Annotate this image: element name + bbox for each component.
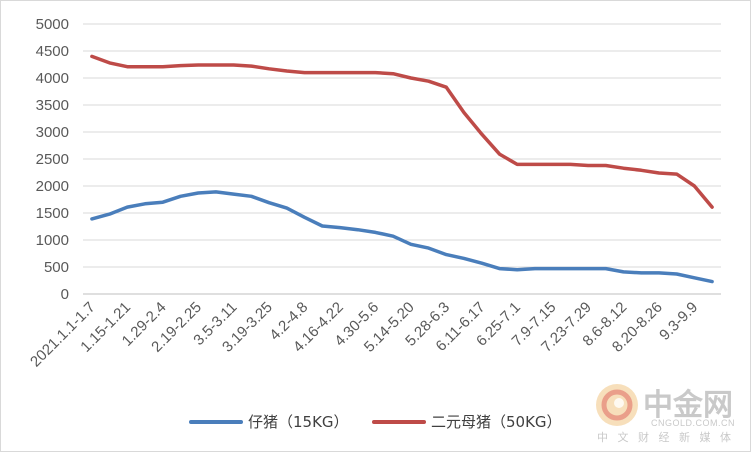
series-line-piglet	[90, 190, 714, 284]
series-lines	[90, 54, 714, 284]
y-tick-label: 4500	[36, 43, 69, 60]
watermark-tagline: 中 文 财 经 新 媒 体	[597, 430, 734, 444]
legend-label-piglet: 仔猪（15KG）	[248, 413, 349, 431]
x-tick-label: 9.3-9.9	[656, 299, 701, 344]
legend: 仔猪（15KG） 二元母猪（50KG）	[189, 413, 562, 431]
y-axis-tick-labels: 0 500 1000 1500 2000 2500 3000 3500 4000 4500 5000	[36, 16, 69, 303]
y-tick-label: 500	[44, 259, 69, 276]
y-tick-label: 5000	[36, 16, 69, 33]
y-tick-label: 1500	[36, 205, 69, 222]
series-line-sow	[90, 54, 714, 209]
y-tick-label: 2000	[36, 178, 69, 195]
y-tick-label: 2500	[36, 151, 69, 168]
x-axis-tick-labels: 2021.1.1-1.71.15-1.211.29-2.42.19-2.253.…	[27, 299, 701, 371]
legend-label-sow: 二元母猪（50KG）	[431, 413, 562, 431]
cngold-logo-icon	[596, 384, 638, 426]
y-tick-label: 3500	[36, 97, 69, 114]
y-tick-label: 4000	[36, 70, 69, 87]
y-tick-label: 0	[61, 286, 69, 303]
gridlines	[83, 23, 721, 268]
watermark-domain: CNGOLD.COM.CN	[651, 418, 735, 428]
y-tick-label: 1000	[36, 232, 69, 249]
y-tick-label: 3000	[36, 124, 69, 141]
watermark-logo-text: 中金网	[643, 388, 733, 423]
watermark: 中金网 CNGOLD.COM.CN 中 文 财 经 新 媒 体	[596, 384, 735, 444]
